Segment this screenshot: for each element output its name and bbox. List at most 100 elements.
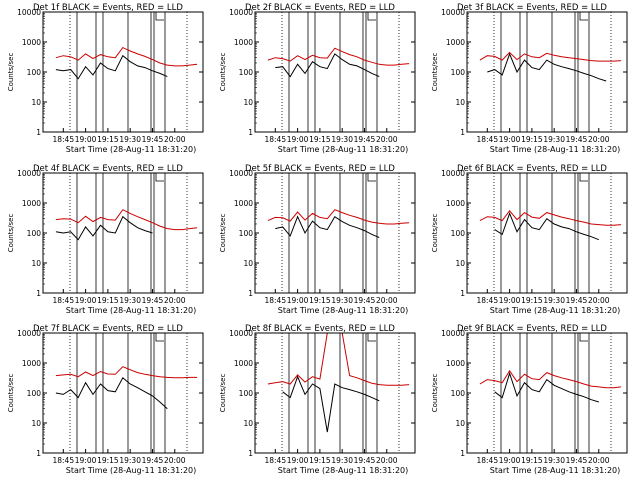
x-tick-label: 20:00	[588, 296, 610, 305]
x-tick-label: 19:45	[354, 135, 376, 144]
y-tick-label: 1	[36, 128, 41, 137]
y-tick-label: 10	[31, 259, 41, 268]
x-tick-label: 19:30	[119, 456, 141, 465]
panel-title: Det 3f BLACK = Events, RED = LLD	[457, 3, 607, 13]
detector-panel: Det 3f BLACK = Events, RED = LLD 1 10 100 10…	[431, 3, 628, 154]
y-tick-label: 1	[460, 128, 465, 137]
panel-title: Det 9f BLACK = Events, RED = LLD	[457, 324, 607, 334]
y-tick-label: 1	[36, 449, 41, 458]
panel-title: Det 1f BLACK = Events, RED = LLD	[33, 3, 183, 13]
lld-series-line	[55, 46, 198, 67]
x-tick-label: 20:00	[376, 456, 398, 465]
x-axis-label: Start Time (28-Aug-11 18:31:20)	[278, 306, 409, 315]
x-tick-label: 19:45	[566, 456, 588, 465]
x-tick-label: 20:00	[164, 456, 186, 465]
y-tick-label: 10000	[17, 329, 41, 338]
x-axis-label: Start Time (28-Aug-11 18:31:20)	[66, 306, 197, 315]
x-tick-label: 19:15	[309, 296, 331, 305]
x-tick-label: 20:00	[588, 456, 610, 465]
x-tick-label: 19:00	[499, 456, 521, 465]
marker-bracket	[367, 12, 376, 21]
y-tick-label: 10	[31, 98, 41, 107]
y-axis-label: Counts/sec	[219, 53, 227, 92]
plot-frame	[42, 332, 204, 454]
y-tick-label: 1000	[22, 38, 41, 47]
events-series-line	[55, 377, 168, 410]
y-tick-label: 10	[455, 419, 465, 428]
x-tick-label: 19:15	[97, 135, 119, 144]
y-tick-label: 1000	[446, 199, 465, 208]
x-tick-label: 20:00	[376, 296, 398, 305]
lld-series-line	[267, 47, 410, 66]
y-axis-label: Counts/sec	[431, 374, 439, 413]
y-tick-label: 10000	[229, 8, 253, 17]
y-tick-label: 10000	[229, 169, 253, 178]
x-tick-label: 19:00	[499, 296, 521, 305]
y-tick-label: 10	[455, 259, 465, 268]
x-tick-label: 19:30	[119, 296, 141, 305]
y-tick-label: 100	[451, 68, 466, 77]
y-tick-label: 10	[243, 98, 253, 107]
panel-title: Det 5f BLACK = Events, RED = LLD	[245, 164, 395, 174]
y-tick-label: 100	[239, 68, 254, 77]
y-axis-label: Counts/sec	[219, 374, 227, 413]
y-tick-label: 1000	[22, 199, 41, 208]
plot-frame	[466, 332, 628, 454]
x-tick-label: 19:00	[287, 135, 309, 144]
x-tick-label: 19:15	[97, 296, 119, 305]
x-tick-label: 18:45	[264, 456, 286, 465]
marker-bracket	[579, 333, 588, 342]
plot-frame	[466, 172, 628, 294]
marker-bracket	[155, 12, 164, 21]
events-series-line	[275, 215, 380, 239]
y-tick-label: 10	[243, 259, 253, 268]
x-tick-label: 19:15	[97, 456, 119, 465]
y-tick-label: 1	[248, 289, 253, 298]
y-tick-label: 1000	[234, 199, 253, 208]
y-tick-label: 1	[460, 289, 465, 298]
detector-panel: Det 8f BLACK = Events, RED = LLD 1 10 100 10…	[219, 324, 416, 475]
x-tick-label: 19:30	[331, 296, 353, 305]
x-tick-label: 20:00	[164, 296, 186, 305]
x-tick-label: 18:45	[476, 456, 498, 465]
x-tick-label: 19:30	[543, 456, 565, 465]
x-tick-label: 18:45	[476, 135, 498, 144]
detector-panel: Det 5f BLACK = Events, RED = LLD 1 10 100 10…	[219, 164, 416, 315]
panel-title: Det 2f BLACK = Events, RED = LLD	[245, 3, 395, 13]
events-series-line	[494, 211, 599, 241]
x-tick-label: 19:15	[521, 296, 543, 305]
y-tick-label: 10000	[441, 329, 465, 338]
y-tick-label: 1000	[234, 359, 253, 368]
y-tick-label: 1	[460, 449, 465, 458]
marker-bracket	[155, 333, 164, 342]
x-axis-label: Start Time (28-Aug-11 18:31:20)	[490, 306, 621, 315]
y-tick-label: 100	[27, 389, 42, 398]
x-axis-label: Start Time (28-Aug-11 18:31:20)	[278, 145, 409, 154]
panel-title: Det 7f BLACK = Events, RED = LLD	[33, 324, 183, 334]
lld-series-line	[55, 366, 198, 379]
x-tick-label: 19:45	[354, 456, 376, 465]
y-tick-label: 1	[248, 449, 253, 458]
x-tick-label: 20:00	[588, 135, 610, 144]
y-tick-label: 10	[455, 98, 465, 107]
y-tick-label: 10	[31, 419, 41, 428]
x-tick-label: 19:00	[75, 456, 97, 465]
detector-panel: Det 4f BLACK = Events, RED = LLD 1 10 100 10…	[7, 164, 204, 315]
x-tick-label: 18:45	[264, 296, 286, 305]
marker-bracket	[155, 173, 164, 182]
panel-title: Det 6f BLACK = Events, RED = LLD	[457, 164, 607, 174]
x-tick-label: 19:00	[499, 135, 521, 144]
detector-panel: Det 9f BLACK = Events, RED = LLD 1 10 100 10…	[431, 324, 628, 475]
y-tick-label: 1000	[234, 38, 253, 47]
x-tick-label: 20:00	[376, 135, 398, 144]
plot-frame	[254, 11, 416, 133]
y-axis-label: Counts/sec	[219, 214, 227, 253]
x-tick-label: 19:15	[309, 456, 331, 465]
detector-panel: Det 1f BLACK = Events, RED = LLD 1 10 100 10…	[7, 3, 204, 154]
plot-frame	[42, 11, 204, 133]
y-tick-label: 100	[239, 389, 254, 398]
x-tick-label: 19:00	[75, 135, 97, 144]
x-tick-label: 18:45	[52, 456, 74, 465]
x-tick-label: 19:45	[142, 296, 164, 305]
